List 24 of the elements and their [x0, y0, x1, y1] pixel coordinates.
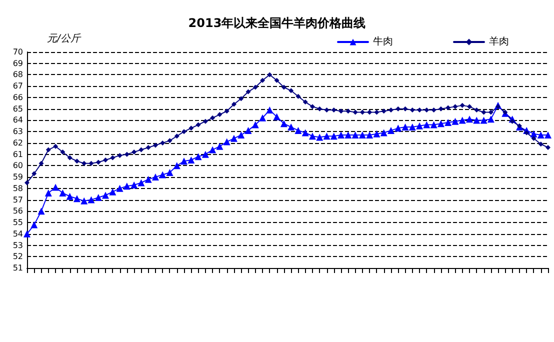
y-tick-label: 56 — [12, 206, 23, 216]
y-tick-label: 60 — [12, 161, 23, 170]
y-tick-label: 57 — [12, 195, 23, 204]
y-tick-label: 54 — [12, 229, 23, 238]
y-tick-label: 64 — [12, 116, 23, 125]
legend-label: 牛肉 — [373, 36, 393, 48]
chart-title: 2013年以来全国牛羊肉价格曲线 — [188, 16, 366, 30]
y-tick-label: 55 — [12, 218, 23, 228]
y-tick-label: 68 — [12, 70, 23, 80]
y-tick-label: 62 — [12, 138, 23, 148]
y-tick-label: 59 — [12, 172, 23, 182]
y-tick-label: 53 — [12, 240, 23, 250]
y-axis-title: 元/公斤 — [47, 32, 82, 44]
y-tick-label: 58 — [12, 184, 23, 193]
y-tick-label: 63 — [12, 127, 23, 136]
y-tick-label: 61 — [12, 150, 23, 159]
y-tick-label: 69 — [12, 58, 23, 68]
legend-label: 羊肉 — [489, 36, 509, 48]
y-tick-label: 70 — [12, 48, 23, 56]
y-tick-label: 51 — [12, 264, 23, 272]
y-tick-label: 65 — [12, 104, 23, 114]
y-tick-label: 67 — [12, 82, 23, 91]
y-tick-label: 66 — [12, 92, 23, 102]
y-tick-label: 52 — [12, 252, 23, 262]
